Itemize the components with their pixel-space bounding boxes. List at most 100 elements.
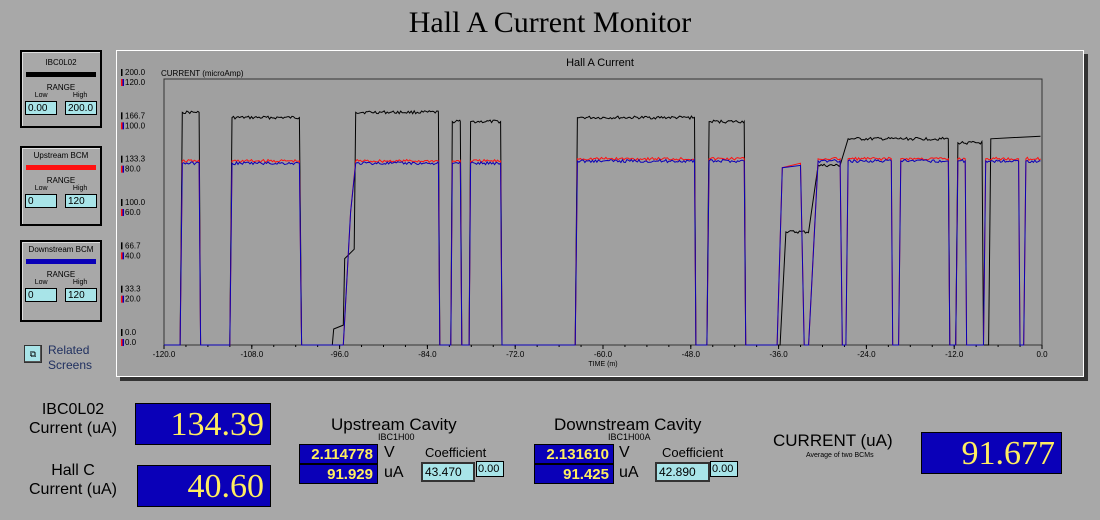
page-title: Hall A Current Monitor — [408, 6, 692, 39]
current-chart: CURRENT (microAmp) -120.0 -108.0 -96.0 -84.0… — [121, 68, 1048, 368]
low-label: Low — [34, 185, 48, 192]
y-tick-black-marker — [121, 329, 123, 336]
y-tick-label-black: 100.0 — [125, 198, 146, 207]
y-tick-red-marker — [121, 79, 123, 86]
y-tick-label-color: 40.0 — [125, 251, 141, 260]
related-screens-label: Related Screens — [48, 343, 92, 373]
y-tick-red-marker — [121, 209, 123, 216]
upstream-coef-input[interactable]: 43.470 — [421, 462, 475, 482]
upstream-ua-unit: uA — [384, 464, 404, 481]
y-tick-black-marker — [121, 155, 123, 163]
legend-color-line — [26, 72, 96, 77]
y-tick-red-marker — [121, 252, 123, 260]
y-tick-blue-marker — [122, 209, 124, 216]
y-tick-label-black: 166.7 — [125, 111, 146, 120]
high-label: High — [72, 279, 88, 286]
x-tick-label: -120.0 — [153, 350, 176, 359]
downstream-ua: 91.425 — [534, 464, 614, 484]
plot-area — [163, 78, 1043, 346]
upstream-volt-unit: V — [384, 444, 395, 461]
x-tick-label: -12.0 — [945, 350, 964, 359]
downstream-offset-input[interactable]: 0.00 — [710, 461, 738, 477]
upstream-offset-input[interactable]: 0.00 — [476, 461, 504, 477]
hallc-current-value: 40.60 — [137, 465, 271, 507]
average-current-label: CURRENT (uA) — [773, 431, 893, 450]
y-tick-label-black: 0.0 — [125, 328, 137, 337]
y-tick-blue-marker — [122, 79, 124, 86]
legend-ibc0l02: IBC0L02 RANGE Low High 0.00 200.0 — [20, 50, 102, 128]
x-tick-label: -24.0 — [857, 350, 876, 359]
series-ibc0l02-line — [164, 109, 1041, 346]
range-high-input[interactable]: 200.0 — [65, 101, 97, 115]
related-screens-icon[interactable]: ⧉ — [24, 345, 42, 363]
range-high-input[interactable]: 120 — [65, 194, 97, 208]
y-tick-blue-marker — [122, 252, 124, 260]
range-label: RANGE — [46, 83, 76, 92]
y-tick-label-black: 33.3 — [125, 285, 141, 294]
hallc-label-line1: Hall C — [51, 462, 95, 479]
range-inputs: 0.00 200.0 — [22, 100, 100, 119]
low-label: Low — [34, 92, 48, 99]
upstream-cavity-sub: IBC1H00 — [378, 432, 415, 442]
range-low-input[interactable]: 0 — [25, 194, 57, 208]
range-label: RANGE — [46, 270, 76, 279]
x-axis-label: TIME (m) — [588, 361, 617, 368]
y-tick-black-marker — [121, 285, 123, 293]
ibc-label: IBC0L02 Current (uA) — [18, 400, 128, 438]
hallc-label-line2: Current (uA) — [28, 481, 118, 498]
x-tick-label: -48.0 — [682, 350, 701, 359]
range-inputs: 0 120 — [22, 193, 100, 212]
y-axis-label: CURRENT (microAmp) — [161, 69, 244, 78]
chart-title: Hall A Current — [566, 57, 634, 69]
related-screens[interactable]: ⧉ Related Screens — [24, 343, 92, 373]
downstream-ua-unit: uA — [619, 464, 639, 481]
y-tick-red-marker — [121, 122, 123, 130]
average-current-sub: Average of two BCMs — [806, 452, 874, 459]
downstream-volts: 2.131610 — [534, 444, 614, 464]
upstream-cavity-title: Upstream Cavity — [331, 415, 457, 434]
upstream-coef-label: Coefficient — [425, 445, 487, 460]
ibc-label-line1: IBC0L02 — [41, 401, 105, 418]
range-low-input[interactable]: 0.00 — [25, 101, 57, 115]
y-tick-label-black: 66.7 — [125, 241, 141, 250]
low-high-labels: Low High — [22, 279, 100, 287]
downstream-volt-unit: V — [619, 444, 630, 461]
y-tick-black-marker — [121, 112, 123, 120]
range-label: RANGE — [46, 176, 76, 185]
y-tick-label-black: 200.0 — [125, 68, 146, 77]
legend-name: IBC0L02 — [45, 58, 77, 67]
downstream-cavity-sub: IBC1H00A — [608, 432, 651, 442]
y-tick-black-marker — [121, 242, 123, 250]
chart-panel: Hall A Current CURRENT (microAmp) -120.0 -… — [116, 50, 1084, 377]
y-tick-label-color: 120.0 — [125, 78, 146, 87]
y-tick-blue-marker — [122, 339, 124, 346]
related-label-line1: Related — [48, 343, 90, 357]
x-tick-label: -108.0 — [240, 350, 263, 359]
y-tick-label-color: 60.0 — [125, 208, 141, 217]
y-tick-blue-marker — [122, 165, 124, 173]
x-tick-label: -72.0 — [506, 350, 525, 359]
y-tick-label-black: 133.3 — [125, 155, 146, 164]
y-tick-black-marker — [121, 69, 123, 76]
upstream-ua: 91.929 — [299, 464, 378, 484]
high-label: High — [72, 185, 88, 192]
range-high-input[interactable]: 120 — [65, 288, 97, 302]
y-tick-blue-marker — [122, 295, 124, 303]
x-tick-label: -60.0 — [594, 350, 613, 359]
series-upstream-bcm-line — [164, 156, 1041, 346]
low-high-labels: Low High — [22, 185, 100, 193]
y-tick-red-marker — [121, 339, 123, 346]
y-tick-red-marker — [121, 295, 123, 303]
y-tick-label-color: 80.0 — [125, 165, 141, 174]
downstream-coef-input[interactable]: 42.890 — [655, 462, 710, 482]
related-label-line2: Screens — [48, 358, 93, 372]
ibc-current-value: 134.39 — [135, 403, 271, 445]
hallc-label: Hall C Current (uA) — [18, 461, 128, 499]
high-label: High — [72, 92, 88, 99]
x-tick-label: -36.0 — [769, 350, 788, 359]
downstream-cavity-title: Downstream Cavity — [554, 415, 702, 434]
y-tick-label-color: 100.0 — [125, 121, 146, 130]
range-low-input[interactable]: 0 — [25, 288, 57, 302]
range-inputs: 0 120 — [22, 287, 100, 306]
downstream-coef-label: Coefficient — [662, 445, 724, 460]
